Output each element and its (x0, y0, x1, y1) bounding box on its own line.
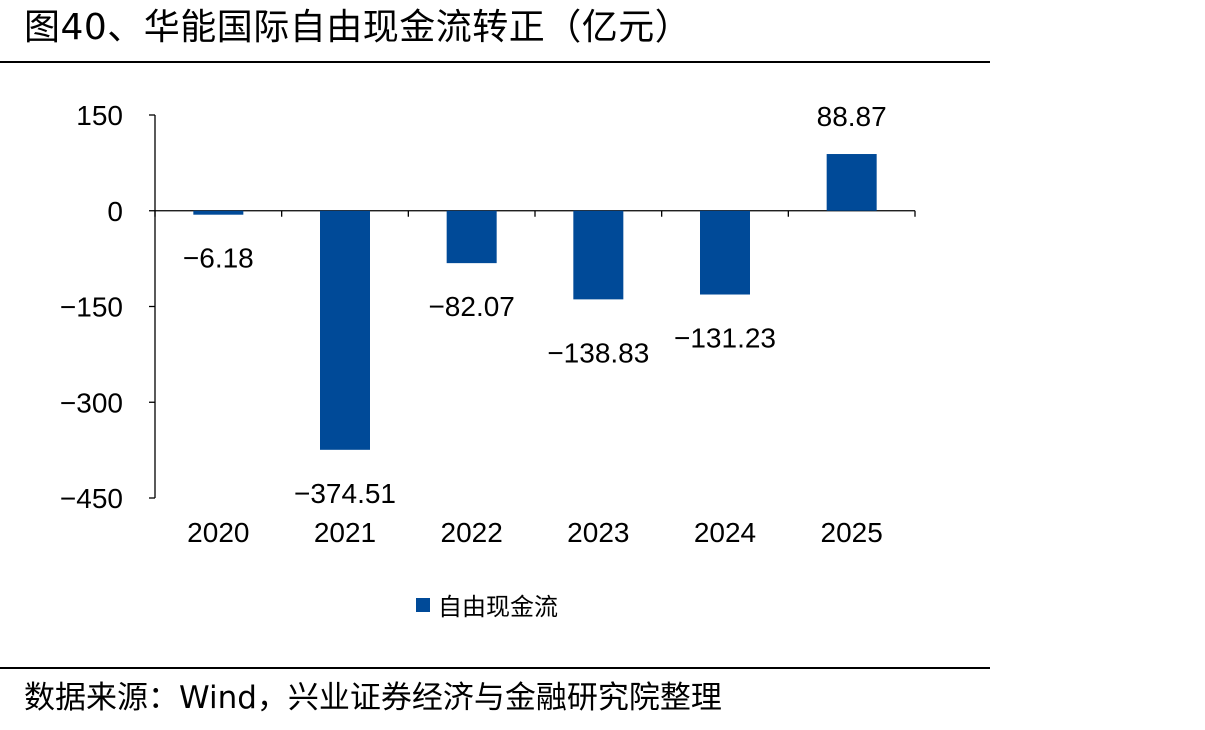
x-tick-label: 2021 (314, 517, 376, 548)
y-tick-label: 0 (107, 196, 123, 227)
source-rule (0, 667, 990, 669)
x-tick-label: 2024 (694, 517, 756, 548)
x-tick-label: 2025 (821, 517, 883, 548)
legend: 自由现金流 (416, 594, 558, 621)
x-tick-label: 2022 (441, 517, 503, 548)
title-rule (0, 61, 990, 63)
bar (700, 210, 750, 295)
data-label: −138.83 (547, 337, 649, 368)
bar (446, 210, 497, 264)
x-tick-label: 2023 (567, 517, 629, 548)
bar (193, 210, 244, 215)
x-axis: 2020 2021 2022 2023 2024 2025 (154, 210, 916, 548)
data-label: −374.51 (294, 478, 396, 509)
legend-label: 自由现金流 (438, 594, 558, 621)
bar (573, 210, 624, 300)
bar (320, 210, 370, 450)
y-tick-label: −300 (60, 387, 123, 418)
x-tick-label: 2020 (187, 517, 249, 548)
bar (826, 154, 877, 211)
figure-title: 图40、华能国际自由现金流转正（亿元） (24, 7, 692, 48)
data-label: −82.07 (428, 291, 514, 322)
bar-series: −6.18 −374.51 −82.07 −138.83 −131.23 88.87 (183, 101, 887, 509)
data-label: −6.18 (183, 243, 254, 274)
data-label: 88.87 (817, 101, 887, 132)
legend-swatch (416, 598, 430, 612)
y-tick-label: −150 (60, 292, 123, 323)
y-axis: 150 0 −150 −300 −450 (60, 100, 156, 514)
y-tick-label: −450 (60, 483, 123, 514)
y-tick-label: 150 (76, 100, 123, 131)
source-note: 数据来源：Wind，兴业证券经济与金融研究院整理 (24, 680, 722, 716)
data-label: −131.23 (674, 323, 776, 354)
